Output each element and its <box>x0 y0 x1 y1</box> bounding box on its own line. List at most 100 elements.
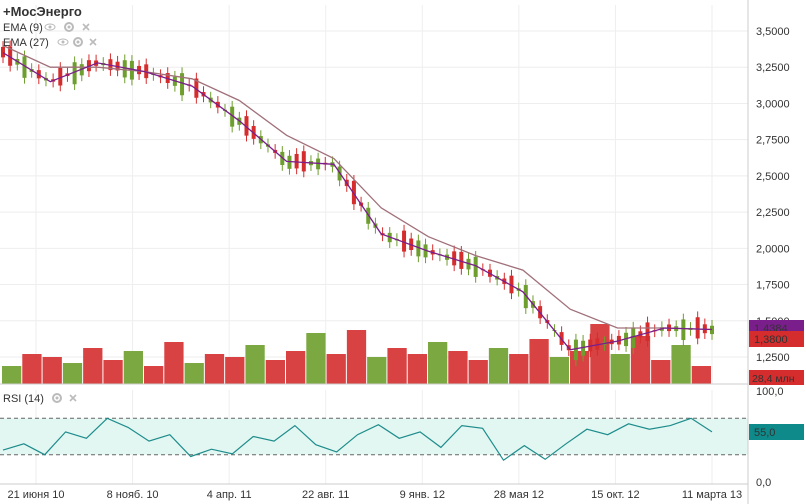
volume-bar <box>691 366 711 384</box>
ema27-label: EMA (27) <box>3 37 49 49</box>
candle-body <box>301 151 306 172</box>
x-tick-label: 8 нояб. 10 <box>107 489 159 501</box>
volume-bar <box>225 357 245 384</box>
close-icon[interactable] <box>69 394 77 402</box>
gear-icon[interactable] <box>52 393 62 403</box>
volume-bar <box>286 351 306 384</box>
volume-bar <box>671 345 691 384</box>
candle-body <box>473 256 478 277</box>
candle-body <box>58 67 63 86</box>
volume-bar <box>468 360 488 384</box>
x-tick-label: 9 янв. 12 <box>400 489 445 501</box>
candle-body <box>523 285 528 309</box>
volume-bar <box>204 354 225 384</box>
candle-body <box>681 319 686 341</box>
rsi-line <box>2 417 713 462</box>
candle-body <box>22 56 27 78</box>
candle-body <box>710 325 714 335</box>
volume-bar <box>103 360 123 384</box>
volume-bar <box>529 339 549 384</box>
volume-bar <box>164 342 184 384</box>
candle-body <box>452 251 457 266</box>
volume-bar <box>570 351 590 384</box>
grid <box>0 5 748 484</box>
volume-bar <box>509 354 529 384</box>
volume-bar <box>123 351 143 384</box>
gear-icon[interactable] <box>73 37 83 47</box>
volume-badge: 28,4 млн <box>749 370 804 385</box>
candle-body <box>509 275 514 294</box>
candle-body <box>459 251 464 269</box>
ema9-line <box>2 52 713 351</box>
y-tick-label: 2,0000 <box>756 243 790 255</box>
candle-body <box>695 317 700 339</box>
price-badge-text: 1,3800 <box>754 334 788 346</box>
x-tick-label: 22 авг. 11 <box>302 489 349 501</box>
volume-bar <box>265 360 285 384</box>
volume-bar <box>549 357 569 384</box>
eye-icon[interactable] <box>44 23 56 31</box>
volume-bar <box>42 357 62 384</box>
volume-bar <box>448 351 468 384</box>
ema9-label: EMA (9) <box>3 22 43 34</box>
candle-body <box>1 46 5 58</box>
y-tick-label: 2,2500 <box>756 207 790 219</box>
rsi-badge: 55,0 <box>749 424 804 440</box>
close-icon[interactable] <box>82 23 90 31</box>
price-badge: 1,3800 <box>749 331 804 347</box>
ema27-line <box>2 44 713 331</box>
candle-body <box>8 46 13 66</box>
x-tick-label: 15 окт. 12 <box>591 489 640 501</box>
candle-body <box>402 230 407 252</box>
volume-badge-bg <box>749 370 804 385</box>
rsi-panel: 100,0 0,0 <box>0 386 784 489</box>
price-badge-bg <box>749 331 804 347</box>
candle-body <box>423 244 428 258</box>
candle-body <box>122 60 127 78</box>
rsi-tick-label: 0,0 <box>756 477 771 489</box>
candle-body <box>230 106 235 127</box>
volume-bar <box>144 366 164 384</box>
volume-bar <box>651 360 671 384</box>
y-tick-label: 1,7500 <box>756 280 790 292</box>
y-tick-label: 2,7500 <box>756 135 790 147</box>
x-tick-label: 11 марта 13 <box>682 489 742 501</box>
eye-icon[interactable] <box>57 38 69 46</box>
rsi-badge-bg <box>749 424 804 440</box>
candle-body <box>72 62 77 85</box>
volume-bar <box>407 354 427 384</box>
y-tick-label: 2,5000 <box>756 171 790 183</box>
y-tick-label: 3,0000 <box>756 98 790 110</box>
candle-body <box>294 153 299 169</box>
x-tick-label: 21 июня 10 <box>7 489 64 501</box>
candle-body <box>581 340 586 356</box>
rsi-label: RSI (14) <box>3 393 44 405</box>
rsi-band <box>0 418 748 455</box>
x-tick-label: 28 мая 12 <box>494 489 544 501</box>
volume-bar <box>610 354 630 384</box>
candle-body <box>631 327 636 349</box>
x-tick-label: 4 апр. 11 <box>207 489 252 501</box>
candle-body <box>573 339 578 361</box>
volume-bar <box>346 330 367 384</box>
volume-bar <box>83 348 103 384</box>
volume-bar <box>306 333 326 384</box>
candle-body <box>595 338 600 350</box>
candle-body <box>645 322 650 342</box>
volume-bar <box>590 324 610 384</box>
rsi-tick-label: 100,0 <box>756 386 784 398</box>
candle-body <box>287 155 292 169</box>
y-tick-label: 3,5000 <box>756 26 790 38</box>
y-tick-label: 3,2500 <box>756 62 790 74</box>
volume-bar <box>326 354 346 384</box>
volume-bars <box>2 324 711 384</box>
candle-body <box>416 240 421 257</box>
volume-bar <box>367 357 387 384</box>
volume-bar <box>2 366 22 384</box>
volume-bar <box>428 342 448 384</box>
volume-bar <box>630 336 651 384</box>
gear-icon[interactable] <box>64 22 74 32</box>
close-icon[interactable] <box>89 38 97 46</box>
